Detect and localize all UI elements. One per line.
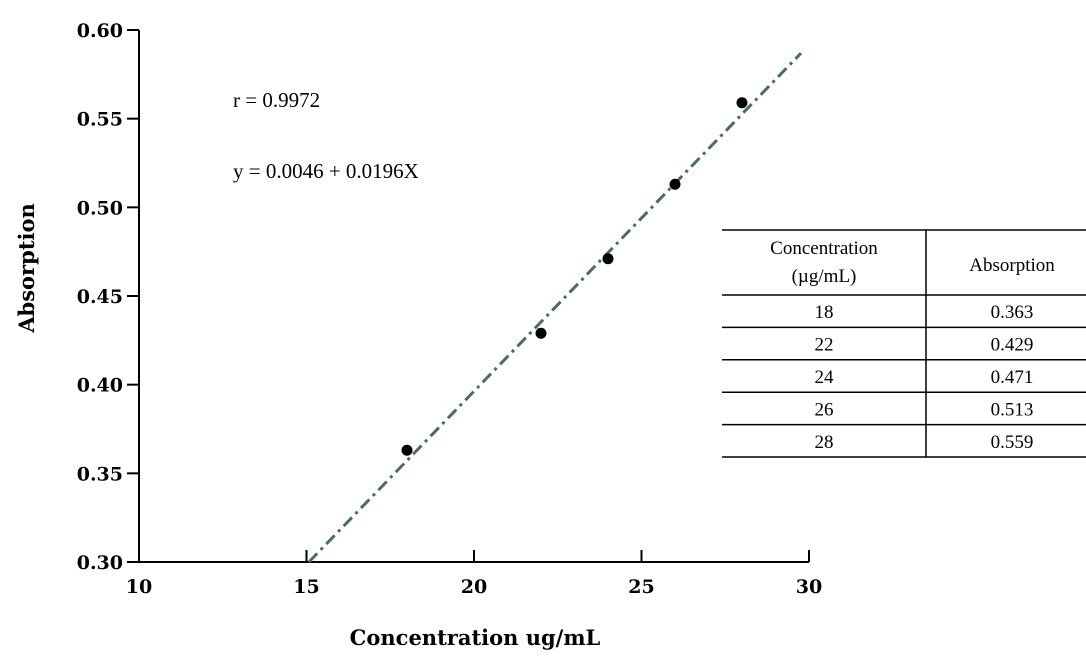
y-tick-label: 0.50 [77,197,123,219]
table-header-concentration-line1: Concentration [770,238,878,259]
x-tick-label: 15 [293,576,319,598]
data-point [669,178,681,190]
y-tick-label: 0.60 [77,20,123,42]
y-tick-label: 0.55 [77,109,123,131]
y-axis-title: Absorption [14,203,39,334]
data-point [602,253,614,265]
fit-line [307,52,803,564]
table-cell-absorption: 0.363 [991,302,1034,323]
x-tick-label: 30 [796,576,822,598]
table-cell-concentration: 28 [815,432,834,453]
y-ticks: 0.30 0.35 0.40 0.45 0.50 0.55 0.60 [77,20,139,574]
y-tick-label: 0.45 [77,286,123,308]
y-tick-label: 0.35 [77,463,123,485]
data-point [736,97,748,109]
table-cell-concentration: 26 [815,399,834,420]
table-cell-absorption: 0.513 [991,399,1034,420]
x-tick-label: 10 [126,576,152,598]
r-annotation: r = 0.9972 [233,88,320,112]
x-tick-label: 20 [461,576,487,598]
table-cell-absorption: 0.559 [991,432,1034,453]
equation-annotation: y = 0.0046 + 0.0196X [233,159,419,183]
data-points [401,97,748,456]
table-cell-concentration: 18 [815,302,834,323]
y-tick-label: 0.40 [77,375,123,397]
x-ticks: 10 15 20 25 30 [126,550,822,598]
table-cell-concentration: 24 [815,367,835,388]
table-cell-concentration: 22 [815,335,834,356]
table-cell-absorption: 0.429 [991,335,1034,356]
y-tick-label: 0.30 [77,552,123,574]
x-tick-label: 25 [628,576,654,598]
data-point [401,444,413,456]
x-axis-title: Concentration ug/mL [350,625,601,650]
table-header-absorption: Absorption [969,255,1055,276]
data-table: Concentration (µg/mL) Absorption 18 0.363… [722,229,1086,458]
data-point [535,327,547,339]
table-cell-absorption: 0.471 [991,367,1034,388]
table-rows: 18 0.363 22 0.429 24 0.471 26 0.513 28 0.559 [722,302,1086,458]
table-header-concentration-line2: (µg/mL) [792,266,857,287]
